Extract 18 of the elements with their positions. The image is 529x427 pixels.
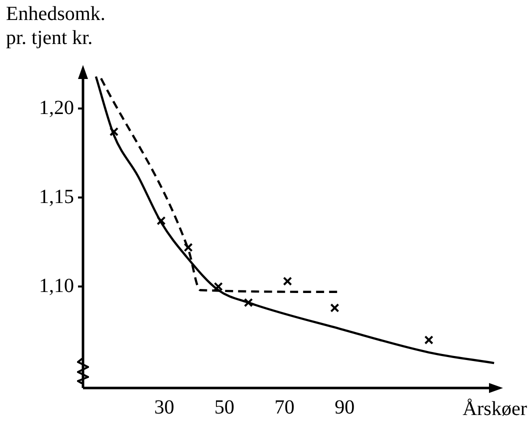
y-axis-title: Enhedsomk. pr. tjent kr.: [6, 2, 106, 50]
x-tick-label: 50: [214, 396, 234, 418]
point: [214, 282, 223, 292]
x-tick-label: 90: [334, 396, 355, 418]
y-tick-label: 1,15: [39, 186, 74, 208]
point: [184, 242, 193, 252]
point: [424, 335, 434, 344]
y-tick-label: 1,10: [39, 274, 74, 297]
point: [282, 276, 292, 286]
x-axis-title: Årskøer: [462, 398, 527, 421]
x-tick-label: 70: [274, 396, 294, 418]
point: [109, 127, 119, 136]
line-series: [94, 75, 495, 364]
x-tick-label: 30: [154, 396, 174, 418]
point: [244, 298, 253, 308]
point: [156, 216, 166, 226]
point: [330, 303, 340, 312]
y-tick-label: 1,20: [39, 96, 74, 119]
